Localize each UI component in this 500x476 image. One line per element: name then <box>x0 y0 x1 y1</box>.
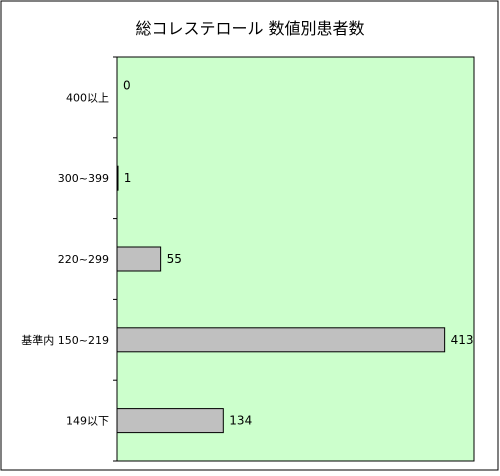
data-label: 134 <box>229 414 252 428</box>
bar-220-299 <box>116 246 162 272</box>
chart-title: 総コレステロール 数値別患者数 <box>135 19 364 38</box>
data-label: 1 <box>124 171 132 185</box>
tick-marks <box>113 56 117 462</box>
bar-150-219 <box>116 327 446 353</box>
category-label: 基準内 150~219 <box>21 333 109 347</box>
data-label: 413 <box>451 333 474 347</box>
bars <box>116 165 446 434</box>
category-labels: 400以上 300~399 220~299 基準内 150~219 149以下 <box>21 91 109 427</box>
plot-area <box>116 56 475 462</box>
bar-149 <box>116 408 224 434</box>
category-label: 149以下 <box>66 415 109 428</box>
bar-300-399 <box>116 165 119 191</box>
category-label: 400以上 <box>66 91 109 104</box>
category-label: 300~399 <box>58 172 109 185</box>
data-label: 0 <box>123 78 131 92</box>
category-label: 220~299 <box>58 253 109 266</box>
data-labels: 0 1 55 413 134 <box>123 78 474 427</box>
data-label: 55 <box>167 252 182 266</box>
